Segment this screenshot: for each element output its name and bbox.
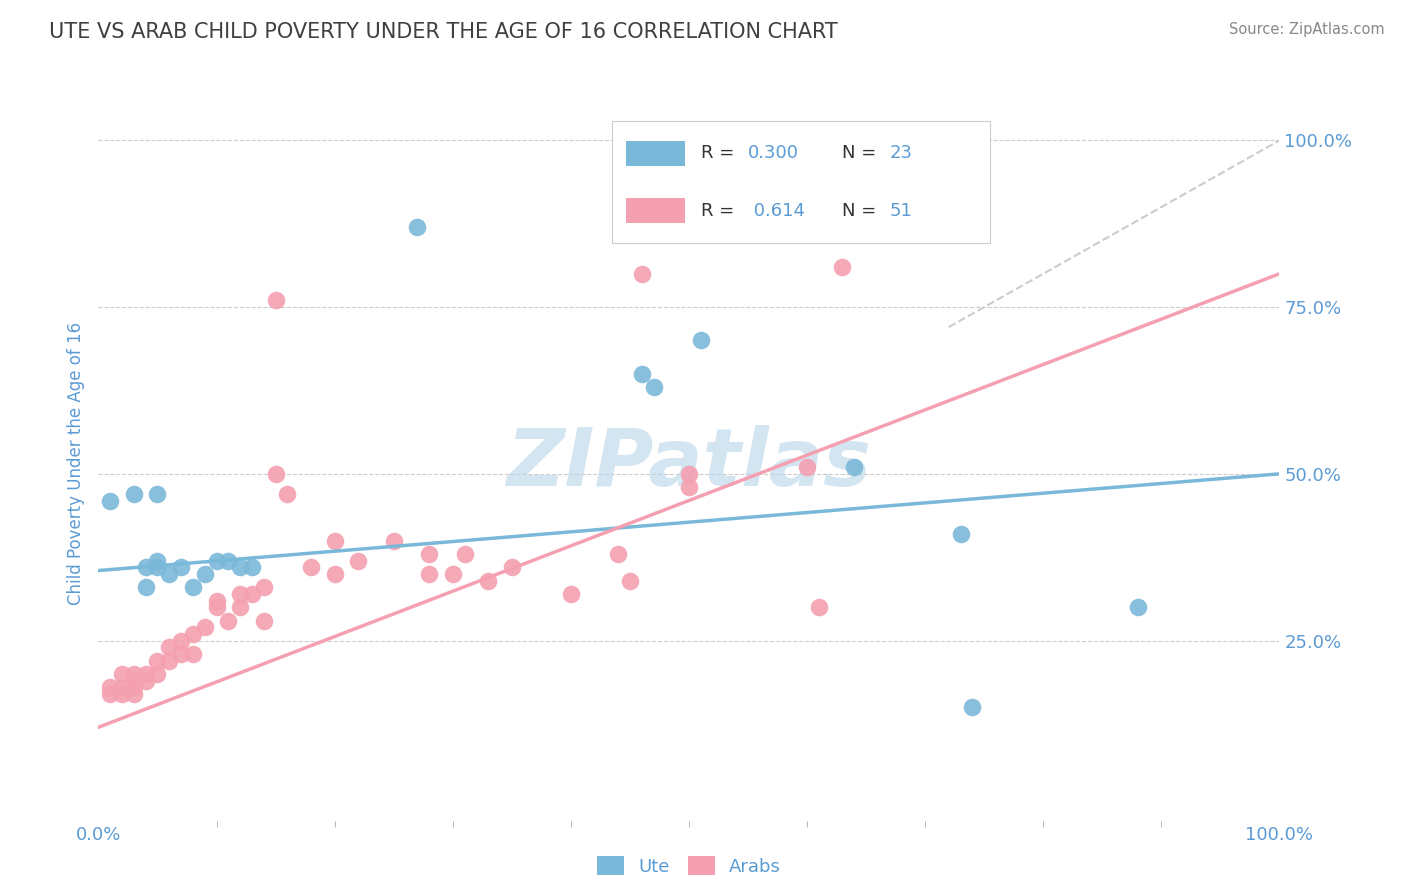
- Point: [181, 580, 204, 594]
- Point: [643, 380, 665, 394]
- FancyBboxPatch shape: [612, 121, 990, 243]
- Point: [157, 566, 180, 581]
- Point: [560, 587, 582, 601]
- Point: [205, 600, 228, 615]
- Point: [630, 367, 652, 381]
- Text: 51: 51: [890, 202, 912, 219]
- Point: [382, 533, 405, 548]
- Point: [240, 560, 263, 574]
- Point: [807, 600, 830, 615]
- Point: [194, 620, 217, 634]
- Point: [135, 673, 157, 688]
- Point: [253, 614, 276, 628]
- Point: [477, 574, 499, 588]
- Point: [194, 566, 217, 581]
- Point: [111, 667, 134, 681]
- Point: [170, 647, 193, 661]
- Text: R =: R =: [700, 145, 740, 162]
- Point: [157, 640, 180, 655]
- Text: UTE VS ARAB CHILD POVERTY UNDER THE AGE OF 16 CORRELATION CHART: UTE VS ARAB CHILD POVERTY UNDER THE AGE …: [49, 22, 838, 42]
- Point: [418, 566, 440, 581]
- Point: [181, 647, 204, 661]
- Point: [135, 667, 157, 681]
- Point: [501, 560, 523, 574]
- Legend: Ute, Arabs: Ute, Arabs: [589, 849, 789, 883]
- Point: [253, 580, 276, 594]
- Point: [962, 700, 984, 714]
- Point: [111, 687, 134, 701]
- Point: [135, 560, 157, 574]
- Point: [264, 467, 287, 481]
- FancyBboxPatch shape: [626, 141, 685, 166]
- Point: [796, 460, 818, 475]
- Point: [299, 560, 322, 574]
- Point: [831, 260, 853, 274]
- Point: [229, 587, 252, 601]
- Point: [146, 654, 169, 668]
- Point: [264, 293, 287, 308]
- Point: [678, 467, 700, 481]
- Point: [205, 553, 228, 567]
- Point: [170, 633, 193, 648]
- Point: [181, 627, 204, 641]
- Point: [146, 553, 169, 567]
- Point: [1126, 600, 1149, 615]
- Y-axis label: Child Poverty Under the Age of 16: Child Poverty Under the Age of 16: [66, 322, 84, 606]
- Point: [678, 480, 700, 494]
- Point: [98, 680, 121, 694]
- Point: [217, 553, 239, 567]
- Point: [453, 547, 475, 561]
- Point: [406, 220, 429, 235]
- Point: [146, 667, 169, 681]
- Point: [418, 547, 440, 561]
- Point: [689, 334, 711, 348]
- Point: [229, 600, 252, 615]
- Point: [240, 587, 263, 601]
- Text: N =: N =: [842, 202, 883, 219]
- Point: [323, 533, 346, 548]
- Point: [135, 580, 157, 594]
- Point: [111, 680, 134, 694]
- Point: [844, 460, 866, 475]
- Point: [276, 487, 298, 501]
- Point: [157, 654, 180, 668]
- Point: [98, 687, 121, 701]
- Point: [217, 614, 239, 628]
- Point: [323, 566, 346, 581]
- Text: 23: 23: [890, 145, 912, 162]
- Text: 0.300: 0.300: [748, 145, 799, 162]
- Point: [122, 680, 145, 694]
- Text: 0.614: 0.614: [748, 202, 806, 219]
- Point: [347, 553, 370, 567]
- Point: [170, 560, 193, 574]
- Text: N =: N =: [842, 145, 883, 162]
- Point: [205, 593, 228, 607]
- Text: Source: ZipAtlas.com: Source: ZipAtlas.com: [1229, 22, 1385, 37]
- Text: R =: R =: [700, 202, 740, 219]
- Point: [441, 566, 464, 581]
- Point: [146, 487, 169, 501]
- Point: [122, 487, 145, 501]
- Point: [98, 493, 121, 508]
- Point: [146, 560, 169, 574]
- Point: [949, 527, 972, 541]
- Point: [619, 574, 641, 588]
- FancyBboxPatch shape: [626, 198, 685, 223]
- Point: [122, 687, 145, 701]
- Point: [122, 667, 145, 681]
- Point: [630, 267, 652, 281]
- Point: [607, 547, 630, 561]
- Text: ZIPatlas: ZIPatlas: [506, 425, 872, 503]
- Point: [122, 673, 145, 688]
- Point: [229, 560, 252, 574]
